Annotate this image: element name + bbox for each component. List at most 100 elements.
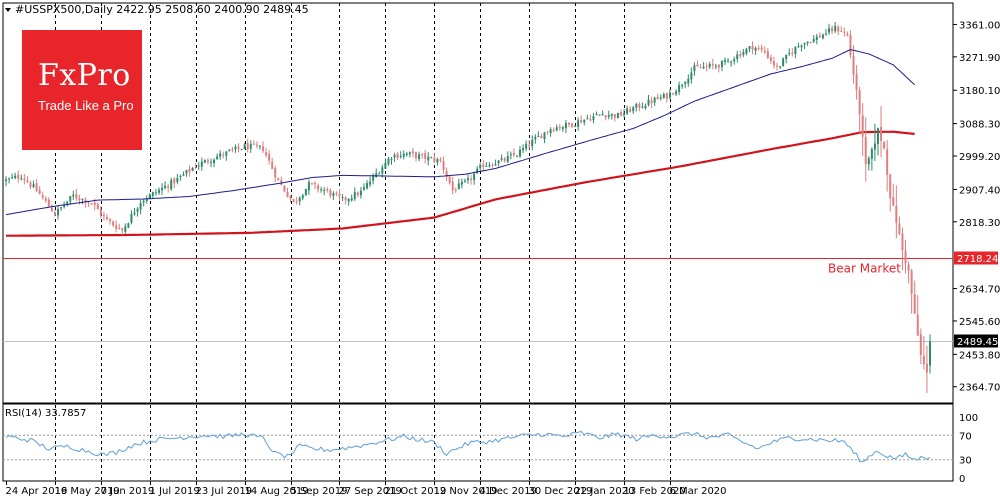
candle-body: [840, 30, 843, 32]
candle: [164, 181, 167, 190]
ma-blue-layer: [5, 48, 916, 216]
candle-body: [93, 202, 96, 206]
candle-body: [552, 129, 555, 131]
date-label: 13 Feb 2020: [624, 486, 686, 497]
candle-body: [29, 182, 32, 187]
candle-body: [717, 65, 720, 68]
candle: [855, 65, 858, 100]
candle-body: [506, 156, 509, 162]
candle: [534, 134, 537, 144]
candle: [720, 60, 723, 72]
candle: [776, 62, 779, 71]
date-label: 23 Jul 2019: [196, 486, 253, 497]
candle: [213, 158, 216, 168]
candle-body: [470, 178, 473, 180]
candle-body: [418, 154, 421, 160]
candle: [17, 170, 20, 183]
candle-body: [188, 169, 191, 172]
candle: [219, 150, 222, 160]
candle: [824, 28, 827, 36]
candle: [522, 144, 525, 154]
candle-body: [356, 192, 359, 196]
candle-body: [298, 197, 301, 202]
candle: [66, 200, 69, 207]
candle: [684, 80, 687, 89]
menu-triangle-icon[interactable]: [5, 8, 11, 12]
candle-body: [265, 152, 268, 156]
candle: [467, 174, 469, 184]
candle-body: [139, 202, 142, 210]
candle-body: [32, 184, 35, 187]
candle-body: [632, 107, 635, 112]
candle-body: [209, 161, 212, 163]
candle: [167, 184, 170, 193]
candle: [589, 114, 592, 122]
candle: [105, 214, 108, 221]
candle: [598, 114, 601, 116]
candle: [650, 96, 653, 109]
candle-body: [323, 190, 326, 192]
candle: [479, 162, 482, 171]
candle: [782, 57, 785, 67]
candle: [889, 173, 892, 212]
candle-body: [757, 47, 760, 49]
logo-mark: FxPro: [38, 58, 131, 93]
vertical-grid: [55, 3, 671, 481]
candle-body: [635, 104, 638, 108]
candle: [907, 261, 910, 284]
candle: [50, 204, 53, 212]
candle: [366, 180, 369, 190]
date-label: 30 Dec 2019: [529, 486, 593, 497]
candle: [249, 140, 252, 153]
candle-body: [613, 114, 616, 118]
candle-body: [292, 198, 295, 202]
candle-body: [8, 178, 11, 180]
candle: [601, 110, 604, 116]
candle: [317, 183, 320, 193]
candle: [754, 46, 757, 55]
candle-body: [564, 122, 567, 129]
candle-body: [525, 143, 528, 149]
date-label: 12 Nov 2019: [434, 486, 498, 497]
candle-body: [50, 207, 53, 212]
candle-body: [424, 153, 427, 159]
candle-body: [567, 122, 570, 125]
candle: [733, 56, 736, 65]
candle-body: [610, 113, 613, 116]
candle-body: [852, 55, 855, 75]
candle: [757, 45, 760, 51]
candle: [843, 27, 846, 37]
candle: [736, 50, 739, 63]
candle: [109, 217, 112, 225]
candle-body: [901, 233, 904, 251]
candle: [555, 124, 558, 132]
candle: [151, 191, 154, 199]
candle: [690, 67, 693, 84]
candle: [442, 156, 445, 174]
candle: [225, 151, 228, 161]
candle: [237, 143, 240, 153]
candle: [632, 106, 635, 114]
candle-body: [347, 198, 350, 202]
candle: [433, 153, 436, 164]
candle: [809, 41, 812, 44]
candle-body: [448, 176, 451, 184]
candle: [895, 185, 898, 239]
bear-market-annotation: Bear Market: [828, 262, 901, 276]
candle-body: [549, 129, 552, 134]
candle: [310, 182, 313, 186]
rsi-line: [5, 430, 931, 463]
symbol-header: #USSPX500,Daily 2422.95 2508.60 2400.90 …: [15, 3, 309, 16]
candle: [262, 141, 265, 153]
candle-body: [543, 132, 546, 140]
candle: [265, 147, 268, 158]
candle-body: [647, 99, 650, 105]
candle: [619, 109, 622, 117]
candle: [861, 103, 864, 157]
candle: [904, 239, 907, 274]
candle-body: [714, 65, 717, 67]
candle: [154, 188, 157, 196]
date-label: 21 Oct 2019: [385, 486, 447, 497]
candle: [75, 188, 78, 201]
candle-body: [200, 161, 203, 167]
